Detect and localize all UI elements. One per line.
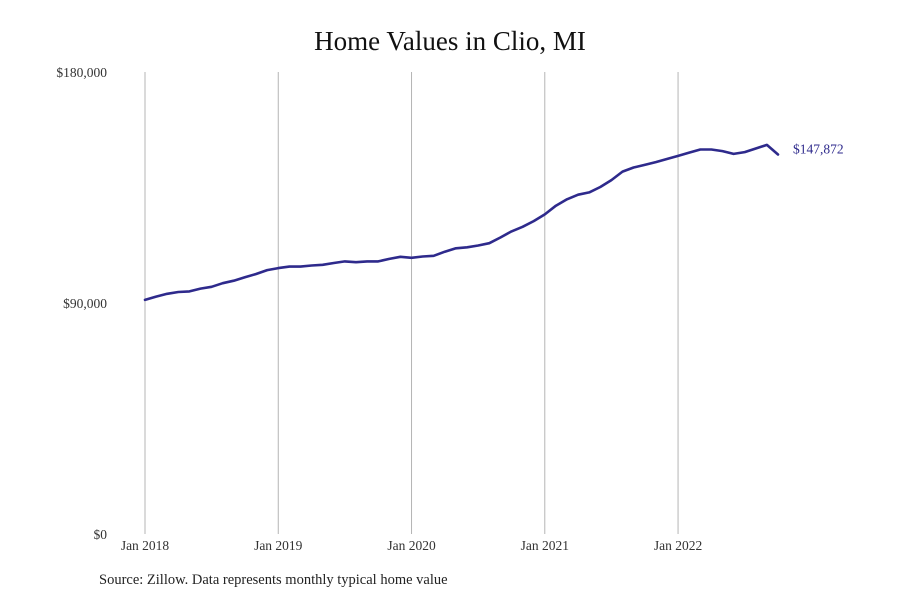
- x-tick-label: Jan 2019: [254, 538, 303, 553]
- chart-title: Home Values in Clio, MI: [314, 26, 586, 56]
- x-tick-label: Jan 2021: [521, 538, 569, 553]
- y-axis: $0 $90,000 $180,000: [56, 65, 107, 542]
- series-layer: [143, 143, 780, 302]
- x-tick-label: Jan 2018: [121, 538, 170, 553]
- y-tick-label: $180,000: [56, 65, 107, 80]
- label-layer: $147,872: [793, 141, 844, 156]
- x-tick-label: Jan 2020: [387, 538, 436, 553]
- y-tick-label: $0: [94, 527, 108, 542]
- grid-lines: [144, 72, 679, 534]
- source-note: Source: Zillow. Data represents monthly …: [99, 572, 448, 588]
- y-tick-label: $90,000: [63, 296, 107, 311]
- x-axis: Jan 2018 Jan 2019 Jan 2020 Jan 2021 Jan 2022: [121, 538, 702, 553]
- series-line: [143, 143, 780, 302]
- end-value-label: $147,872: [793, 141, 844, 156]
- x-tick-label: Jan 2022: [654, 538, 702, 553]
